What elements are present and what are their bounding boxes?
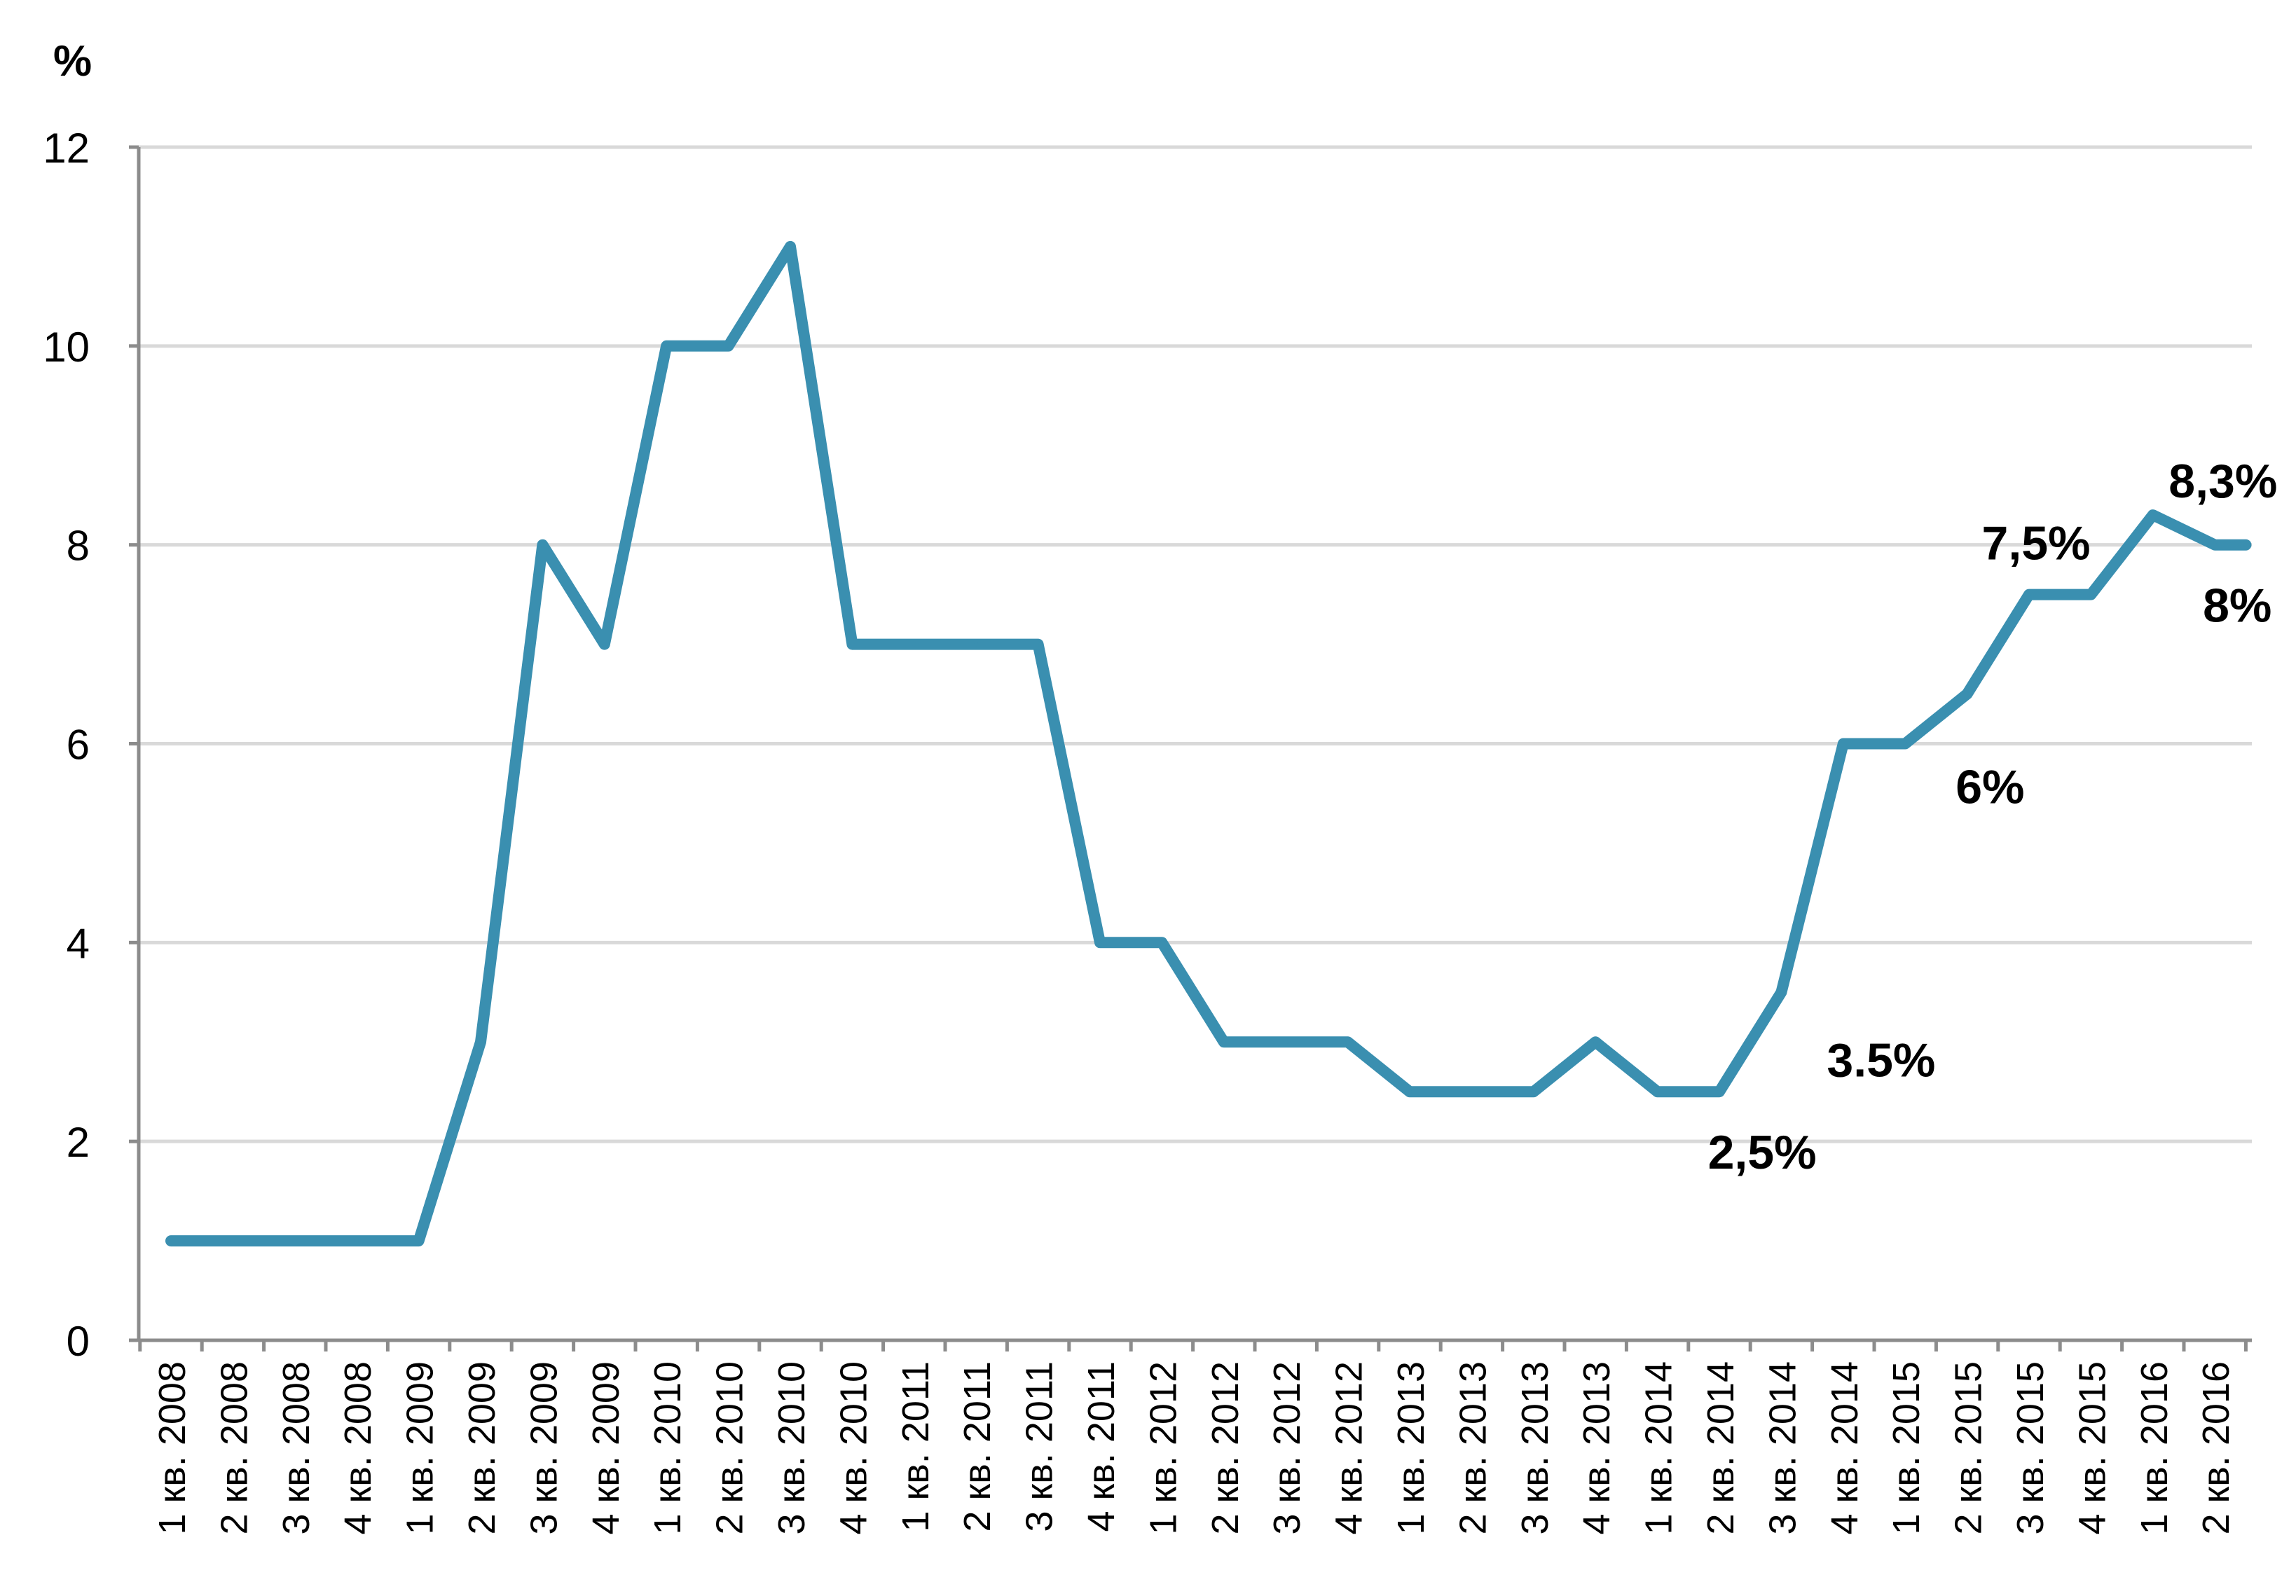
data-point: [1469, 1089, 1474, 1094]
x-tick-label: 3 кв. 2008: [275, 1361, 317, 1534]
data-point: [1779, 990, 1784, 995]
axes: [129, 145, 2252, 1351]
y-tick-label: 4: [67, 920, 90, 967]
x-tick-label: 4 кв. 2015: [2071, 1361, 2113, 1534]
x-tick-label: 1 кв. 2015: [1885, 1361, 1927, 1534]
data-point: [788, 244, 792, 249]
data-label: 8,3%: [2168, 455, 2277, 508]
labels: 0 2 4 6 8 10 12 1 кв. 2008 2 кв. 2008 3 кв. 2008 4…: [43, 125, 2277, 1534]
y-tick-label: 12: [43, 125, 90, 172]
y-tick-label: 0: [67, 1318, 90, 1365]
data-point: [726, 343, 731, 348]
data-point: [169, 1239, 173, 1244]
data-point: [1593, 1040, 1598, 1045]
data-label: 6%: [1955, 761, 2024, 814]
x-tick-label: 1 кв. 2014: [1638, 1361, 1680, 1534]
data-point: [1036, 642, 1040, 647]
x-tick-label: 3 кв. 2012: [1266, 1361, 1308, 1534]
y-tick-label: 10: [43, 324, 90, 371]
series: [165, 240, 2252, 1247]
x-tick-label: 2 кв. 2011: [956, 1361, 998, 1532]
x-tick-label: 3 кв. 2015: [2009, 1361, 2051, 1534]
x-tick-label: 4 кв. 2012: [1328, 1361, 1370, 1534]
data-point: [1098, 940, 1102, 945]
x-tick-label: 1 кв. 2009: [399, 1361, 441, 1534]
data-point: [1903, 741, 1908, 746]
data-point: [416, 1239, 421, 1244]
data-point: [1284, 1040, 1288, 1045]
x-tick-label: 4 кв. 2009: [585, 1361, 627, 1534]
data-point: [1345, 1040, 1350, 1045]
x-tick-label: 2 кв. 2014: [1700, 1361, 1742, 1534]
y-tick-label: 2: [67, 1119, 90, 1166]
x-tick-label: 4 кв. 2008: [337, 1361, 379, 1534]
x-tick-label: 4 кв. 2013: [1576, 1361, 1618, 1534]
x-tick-label: 3 кв. 2011: [1019, 1361, 1061, 1532]
x-tick-label: 4 кв. 2014: [1824, 1361, 1866, 1534]
x-tick-label: 4 кв. 2010: [832, 1361, 874, 1534]
data-point: [1408, 1089, 1412, 1094]
x-tick-label: 2 кв. 2016: [2195, 1361, 2237, 1534]
x-tick-label: 2 кв. 2008: [213, 1361, 255, 1534]
x-tick-label: 2 кв. 2013: [1452, 1361, 1494, 1534]
data-point: [479, 1040, 483, 1045]
x-tick-label: 1 кв. 2010: [647, 1361, 689, 1534]
data-point: [912, 642, 916, 647]
x-tick-label: 2 кв. 2010: [709, 1361, 751, 1534]
data-label: 2,5%: [1708, 1126, 1817, 1179]
x-tick-label: 3 кв. 2013: [1514, 1361, 1556, 1534]
data-point: [2243, 542, 2248, 547]
x-tick-label: 3 кв. 2014: [1761, 1361, 1803, 1534]
x-tick-label: 1 кв. 2016: [2133, 1361, 2175, 1534]
data-point: [2150, 513, 2155, 518]
data-label: 8%: [2203, 579, 2271, 633]
x-tick-label: 3 кв. 2009: [523, 1361, 565, 1534]
y-tick-label: 8: [67, 523, 90, 570]
x-tick-label: 1 кв. 2013: [1390, 1361, 1432, 1534]
x-tick-label: 2 кв. 2012: [1204, 1361, 1246, 1534]
data-point: [602, 642, 607, 647]
data-point: [231, 1239, 235, 1244]
data-point: [1841, 741, 1845, 746]
data-label: 3.5%: [1827, 1033, 1935, 1087]
data-point: [1655, 1089, 1660, 1094]
x-tick-label: 1 кв. 2008: [151, 1361, 193, 1534]
y-tick-label: 6: [67, 722, 90, 769]
data-point: [664, 343, 669, 348]
data-point: [2213, 542, 2218, 547]
data-point: [2089, 592, 2094, 597]
x-tick-label: 2 кв. 2009: [461, 1361, 503, 1534]
data-point: [974, 642, 979, 647]
data-point: [1160, 940, 1164, 945]
data-point: [540, 542, 545, 547]
data-point: [1221, 1040, 1226, 1045]
x-tick-label: 3 кв. 2010: [771, 1361, 813, 1534]
data-label: 7,5%: [1982, 517, 2091, 570]
x-tick-label: 1 кв. 2011: [895, 1361, 937, 1532]
data-point: [292, 1239, 297, 1244]
y-axis-unit-label: %: [53, 37, 92, 85]
data-point: [2027, 592, 2031, 597]
x-tick-label: 4 кв. 2011: [1080, 1361, 1122, 1532]
data-point: [1717, 1089, 1721, 1094]
x-tick-label: 2 кв. 2015: [1948, 1361, 1990, 1534]
data-point: [1531, 1089, 1536, 1094]
data-point: [850, 642, 855, 647]
data-point: [1965, 692, 1970, 696]
x-tick-label: 1 кв. 2012: [1142, 1361, 1184, 1534]
data-point: [355, 1239, 359, 1244]
